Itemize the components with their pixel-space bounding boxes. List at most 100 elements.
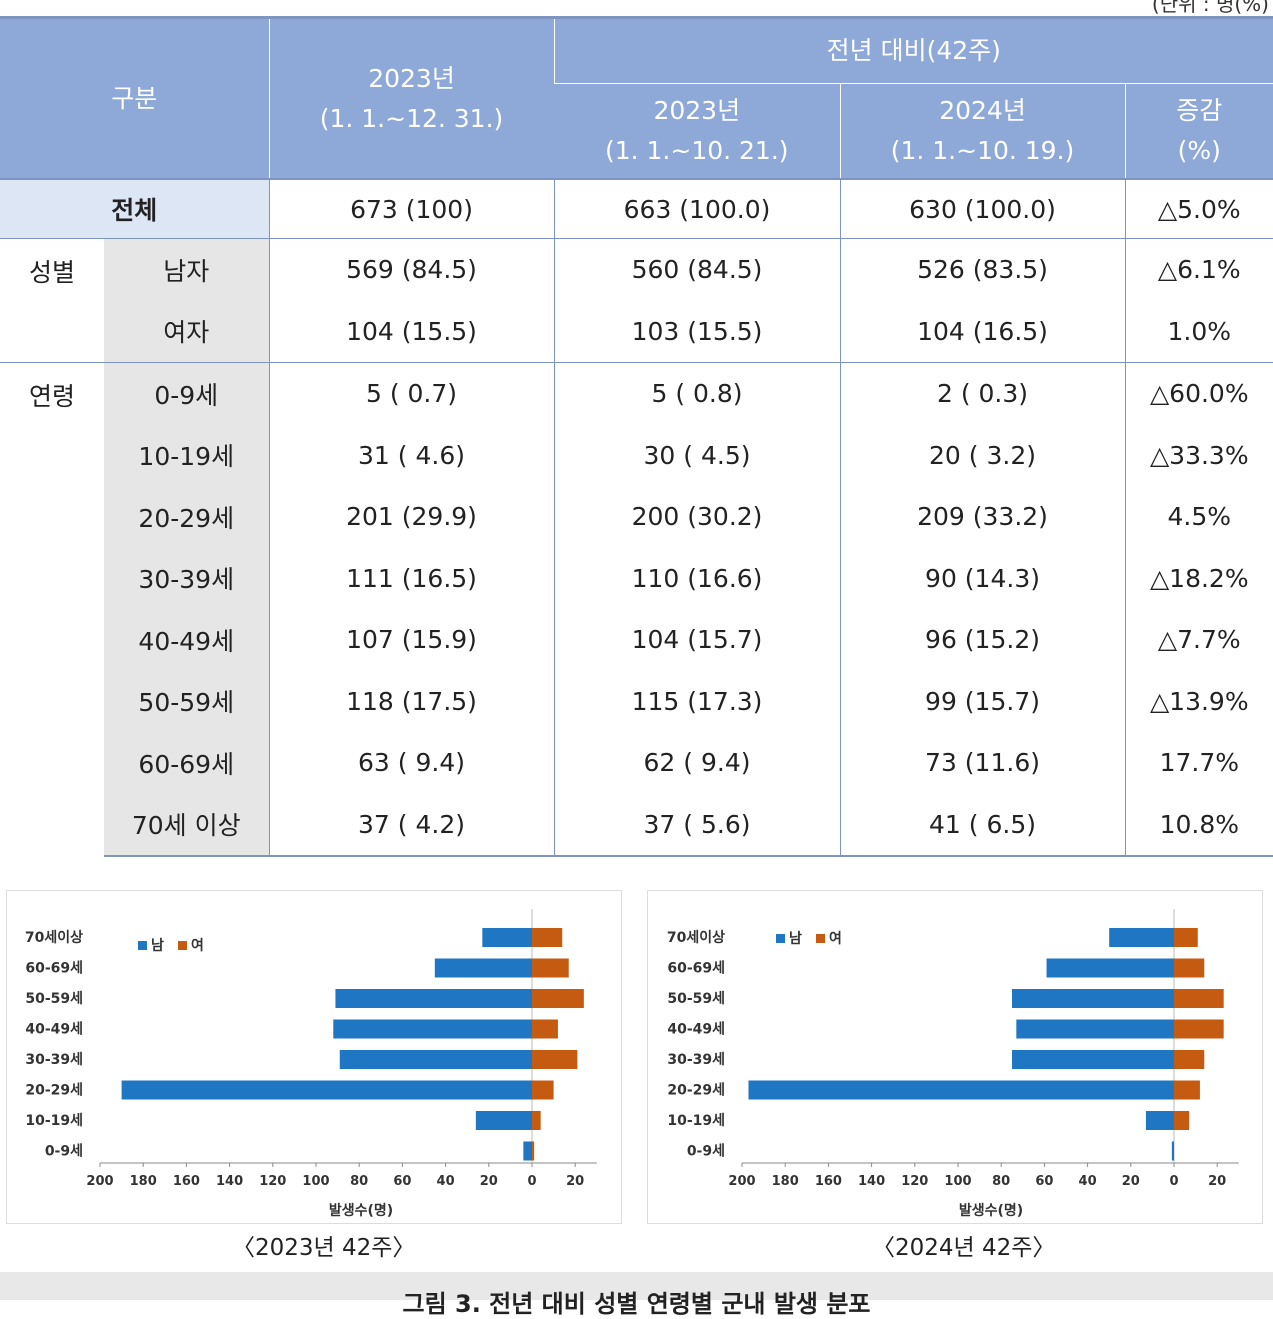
age-2023: 201 (29.9) (268, 486, 555, 548)
header-2023-42-year: 2023년 (653, 96, 741, 125)
x-tick-label: 0 (527, 1174, 536, 1189)
header-change-unit: (%) (1177, 136, 1221, 165)
age-2024-42: 96 (15.2) (839, 609, 1126, 671)
chart-2023: 200 180 160 140 120 100 80 60 40 20 0 20발생수(명)0-9세1… (25, 909, 597, 1219)
x-axis-label: 발생수(명) (959, 1202, 1023, 1219)
sex-label: 여자 (104, 300, 270, 363)
category-label: 10-19세 (667, 1113, 725, 1129)
female-bar (1174, 928, 1198, 947)
age-2023: 111 (16.5) (268, 547, 555, 609)
category-label: 50-59세 (667, 991, 725, 1007)
female-bar (532, 1111, 541, 1130)
age-row: 60-69세 63 ( 9.4) 62 ( 9.4) 73 (11.6) 17.7% (0, 732, 1273, 794)
male-bar (1171, 1141, 1174, 1161)
header-change: 증감 (%) (1124, 83, 1273, 179)
total-2024-42: 630 (100.0) (839, 178, 1126, 239)
legend-female-swatch (178, 941, 187, 950)
chart-2024: 200 180 160 140 120 100 80 60 40 20 0 20발생수(명)0-9세1… (667, 909, 1239, 1219)
header-2024-42-period: (1. 1.~10. 19.) (890, 136, 1075, 165)
age-2024-42: 41 ( 6.5) (839, 793, 1126, 857)
category-label: 40-49세 (25, 1022, 83, 1038)
age-change: 17.7% (1124, 732, 1273, 794)
x-tick-label: 60 (393, 1174, 411, 1189)
female-bar (1174, 1019, 1224, 1039)
female-bar (1174, 1111, 1190, 1130)
x-tick-label: 20 (480, 1174, 498, 1189)
age-label: 30-39세 (104, 547, 270, 609)
header-2023-42: 2023년 (1. 1.~10. 21.) (554, 83, 841, 179)
age-label: 50-59세 (104, 670, 270, 732)
age-2023: 5 ( 0.7) (268, 362, 555, 425)
total-label: 전체 (0, 178, 270, 239)
female-bar (532, 928, 563, 947)
category-label: 40-49세 (667, 1022, 725, 1038)
chart-2024-box: 200 180 160 140 120 100 80 60 40 20 0 20 발생수(명) 0-9세 1… (647, 890, 1263, 1224)
category-label: 70세이상 (25, 929, 83, 946)
x-axis-label: 발생수(명) (329, 1202, 393, 1219)
x-tick-label: 40 (437, 1174, 455, 1189)
sex-change: 1.0% (1124, 300, 1273, 363)
category-label: 20-29세 (25, 1083, 83, 1099)
x-tick-label: 140 (858, 1174, 885, 1189)
x-tick-label: 0 (1169, 1174, 1178, 1189)
age-2023-42: 30 ( 4.5) (553, 424, 841, 486)
total-2023: 673 (100) (268, 178, 555, 239)
female-bar (1174, 1050, 1205, 1069)
caption-2023: 〈2023년 42주〉 (232, 1235, 416, 1261)
age-2023: 63 ( 9.4) (268, 732, 555, 794)
male-bar (1046, 958, 1174, 978)
age-2024-42: 73 (11.6) (839, 732, 1126, 794)
age-label: 60-69세 (104, 732, 270, 794)
male-bar (523, 1141, 532, 1161)
age-2023: 31 ( 4.6) (268, 424, 555, 486)
category-label: 0-9세 (45, 1144, 83, 1160)
header-2023-full-year: 2023년 (368, 63, 455, 93)
female-bar (532, 1080, 554, 1100)
legend-male-label: 남 (151, 937, 164, 954)
age-label: 10-19세 (104, 424, 270, 486)
male-bar (748, 1080, 1174, 1100)
sex-2024-42: 104 (16.5) (839, 300, 1126, 363)
category-label: 60-69세 (25, 961, 83, 977)
age-change: △18.2% (1124, 547, 1273, 609)
header-2023-full-period: (1. 1.~12. 31.) (319, 103, 504, 133)
x-tick-label: 100 (302, 1174, 329, 1189)
sex-2023-42: 560 (84.5) (553, 238, 841, 301)
male-bar (333, 1019, 532, 1039)
age-change: △13.9% (1124, 670, 1273, 732)
age-label: 20-29세 (104, 486, 270, 548)
age-2023: 107 (15.9) (268, 609, 555, 671)
female-bar (532, 989, 584, 1008)
age-2024-42: 20 ( 3.2) (839, 424, 1126, 486)
age-2024-42: 90 (14.3) (839, 547, 1126, 609)
x-tick-label: 180 (772, 1174, 799, 1189)
age-change: 10.8% (1124, 793, 1273, 857)
male-bar (475, 1111, 532, 1130)
male-bar (434, 958, 532, 978)
legend-female-swatch (816, 934, 825, 943)
sex-2023: 104 (15.5) (268, 300, 555, 363)
figure-title-band (0, 1272, 1273, 1300)
age-label: 40-49세 (104, 609, 270, 671)
category-label: 0-9세 (687, 1144, 725, 1160)
age-label: 70세 이상 (104, 793, 270, 857)
sex-2023-42: 103 (15.5) (553, 300, 841, 363)
male-bar (335, 989, 532, 1008)
female-bar (1174, 1080, 1200, 1100)
x-tick-label: 60 (1035, 1174, 1053, 1189)
age-row: 40-49세 107 (15.9) 104 (15.7) 96 (15.2) △7.7% (0, 609, 1273, 671)
x-tick-label: 120 (259, 1174, 286, 1189)
x-tick-label: 160 (173, 1174, 200, 1189)
header-2024-42-year: 2024년 (939, 96, 1026, 125)
x-tick-label: 180 (130, 1174, 157, 1189)
age-2023-42: 115 (17.3) (553, 670, 841, 732)
x-tick-label: 160 (815, 1174, 842, 1189)
x-tick-label: 200 (728, 1174, 755, 1189)
sex-row: 여자 104 (15.5) 103 (15.5) 104 (16.5) 1.0% (0, 300, 1273, 363)
female-bar (1174, 989, 1224, 1008)
age-row: 30-39세 111 (16.5) 110 (16.6) 90 (14.3) △18.2… (0, 547, 1273, 609)
sex-row: 성별 남자 569 (84.5) 560 (84.5) 526 (83.5) △6.1% (0, 238, 1273, 363)
unit-note: (단위 : 명(%) (1151, 0, 1269, 16)
category-label: 30-39세 (25, 1052, 83, 1068)
